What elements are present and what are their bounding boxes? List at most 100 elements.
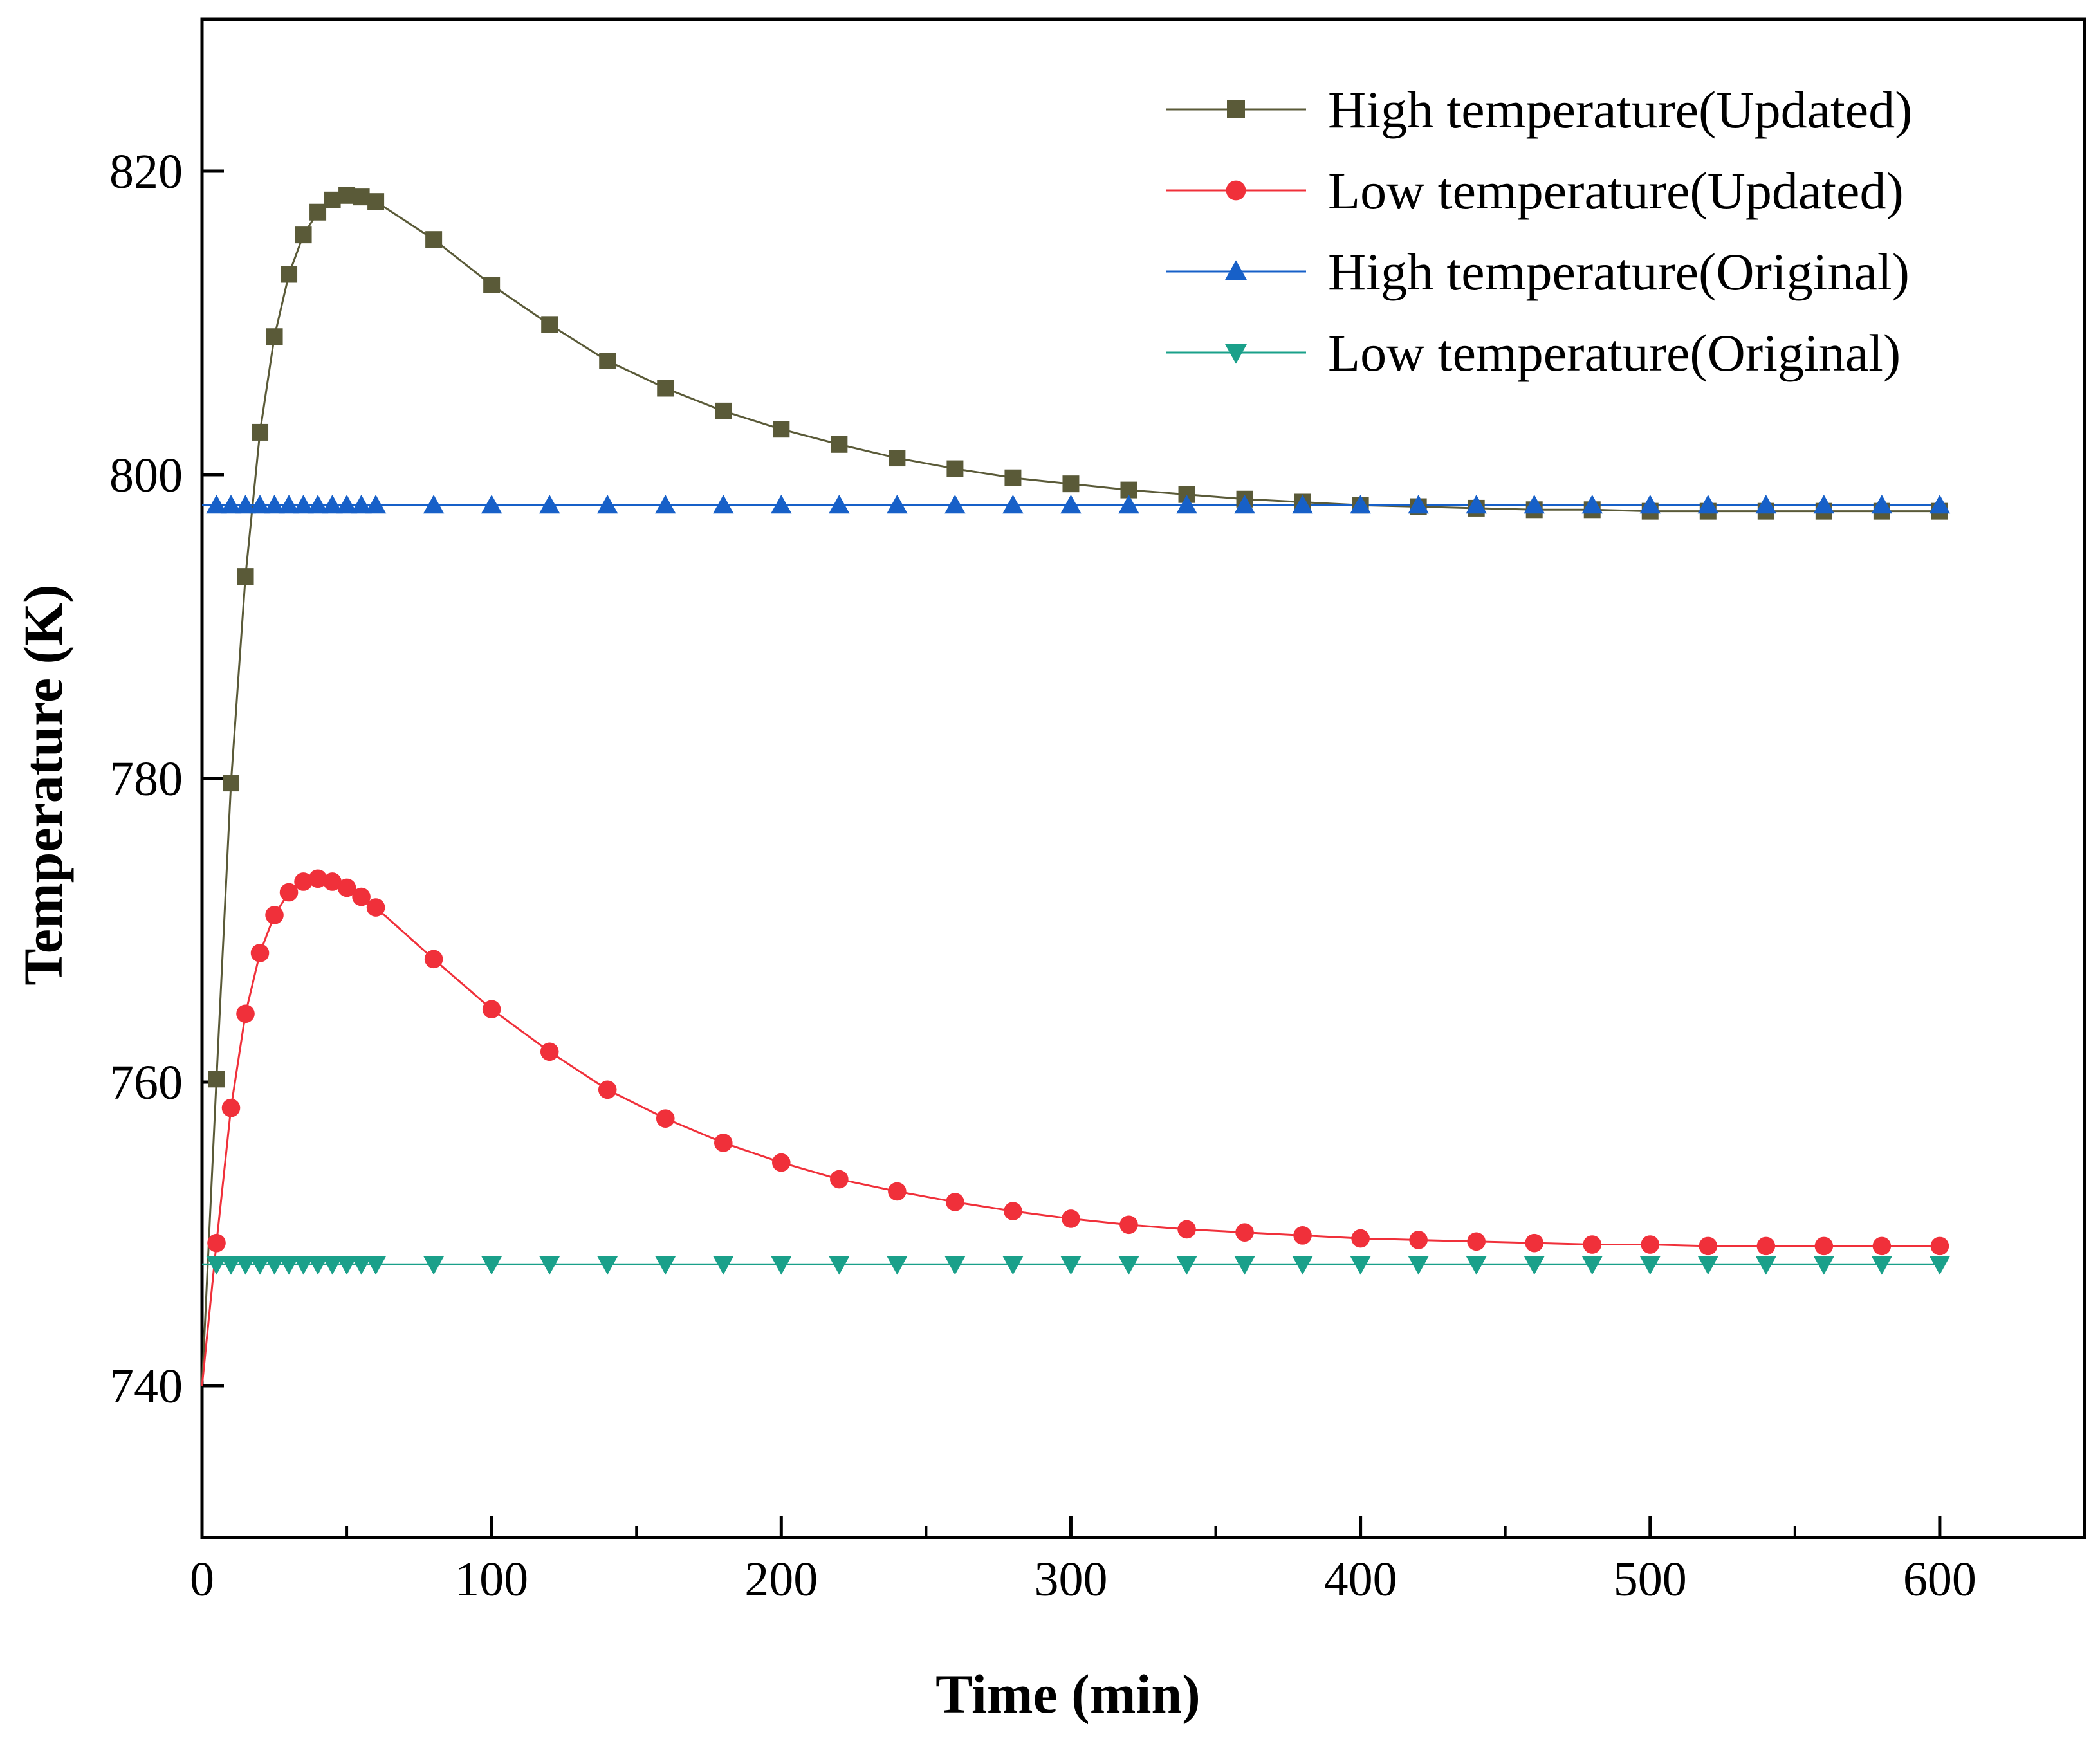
legend-marker [1224, 344, 1248, 364]
data-point [713, 1256, 734, 1275]
data-point [278, 1256, 300, 1275]
data-point [1466, 1256, 1487, 1275]
data-point [1062, 475, 1080, 493]
y-tick-label: 740 [109, 1359, 183, 1413]
data-point [481, 494, 502, 514]
data-point [235, 494, 256, 514]
data-point [425, 231, 443, 248]
legend-label: Low temperature(Updated) [1328, 161, 1904, 220]
data-point [338, 187, 356, 204]
data-point [1697, 1256, 1719, 1275]
data-point [1118, 1256, 1139, 1275]
data-point [423, 494, 445, 514]
data-point [293, 494, 314, 514]
data-point [1408, 494, 1429, 514]
data-point [946, 1193, 964, 1211]
x-tick-label: 600 [1903, 1552, 1976, 1606]
data-point [1583, 1235, 1602, 1254]
data-point [1408, 1256, 1429, 1275]
x-tick-label: 200 [744, 1552, 818, 1606]
data-point [351, 1256, 372, 1275]
data-point [279, 883, 299, 902]
data-point [250, 944, 270, 962]
data-point [1293, 1226, 1312, 1245]
legend-marker [1227, 100, 1245, 118]
data-point [482, 1000, 501, 1019]
data-point [771, 1256, 792, 1275]
data-point [715, 402, 732, 419]
data-point [1756, 1236, 1776, 1256]
data-point [221, 1098, 241, 1117]
data-point [337, 878, 356, 897]
data-point [293, 1256, 314, 1275]
data-point [367, 193, 385, 210]
data-point [424, 950, 443, 969]
data-point [223, 775, 240, 792]
data-point [1929, 1256, 1951, 1275]
data-point [206, 1256, 227, 1275]
data-point [483, 277, 501, 293]
data-point [1467, 1232, 1486, 1251]
data-point [307, 494, 329, 514]
x-tick-label: 300 [1034, 1552, 1107, 1606]
y-tick-label: 780 [109, 752, 183, 806]
data-point [324, 191, 341, 208]
data-point [236, 1004, 255, 1024]
data-point [1119, 1215, 1138, 1235]
data-point [1929, 494, 1951, 514]
data-point [235, 1256, 256, 1275]
x-tick-label: 100 [455, 1552, 528, 1606]
data-point [713, 494, 734, 514]
data-point [946, 460, 964, 477]
data-point [831, 436, 848, 453]
data-point [1755, 1256, 1777, 1275]
x-tick-label: 400 [1324, 1552, 1397, 1606]
data-point [1755, 494, 1777, 514]
data-point [336, 494, 358, 514]
data-point [944, 494, 966, 514]
data-point [944, 1256, 966, 1275]
data-point [1409, 1231, 1428, 1249]
data-point [423, 1256, 445, 1275]
data-point [1177, 1220, 1196, 1239]
data-point [1813, 494, 1835, 514]
data-point [1872, 1236, 1892, 1256]
series-line [201, 878, 1940, 1386]
data-point [1581, 1256, 1603, 1275]
data-point [657, 380, 674, 397]
y-tick-label: 760 [109, 1056, 183, 1110]
data-point [540, 1042, 559, 1062]
data-point [249, 494, 271, 514]
data-point [265, 906, 284, 924]
data-point [1235, 1223, 1254, 1242]
data-point [887, 1256, 908, 1275]
data-point [1639, 494, 1661, 514]
x-axis-title: Time (min) [935, 1663, 1201, 1725]
y-tick-label: 800 [109, 448, 183, 502]
data-point [322, 1256, 343, 1275]
series-line [201, 194, 1940, 1386]
data-point [887, 494, 908, 514]
data-point [366, 898, 385, 917]
legend-label: High temperature(Updated) [1328, 80, 1912, 139]
data-point [481, 1256, 502, 1275]
data-point [1062, 1209, 1080, 1228]
y-tick-label: 820 [109, 145, 183, 199]
x-tick-label: 500 [1614, 1552, 1687, 1606]
data-point [352, 887, 371, 906]
data-point [1524, 1256, 1545, 1275]
data-point [1697, 494, 1719, 514]
data-point [1002, 1256, 1024, 1275]
data-point [654, 1256, 676, 1275]
data-point [220, 494, 242, 514]
y-axis-title: Temperature (K) [12, 584, 74, 985]
data-point [266, 328, 283, 345]
data-point [771, 494, 792, 514]
data-point [1641, 1235, 1660, 1254]
data-point [353, 188, 370, 206]
data-point [773, 421, 790, 438]
legend: High temperature(Updated) Low temperature… [1166, 80, 1912, 382]
data-point [281, 266, 298, 283]
data-point [596, 1256, 618, 1275]
